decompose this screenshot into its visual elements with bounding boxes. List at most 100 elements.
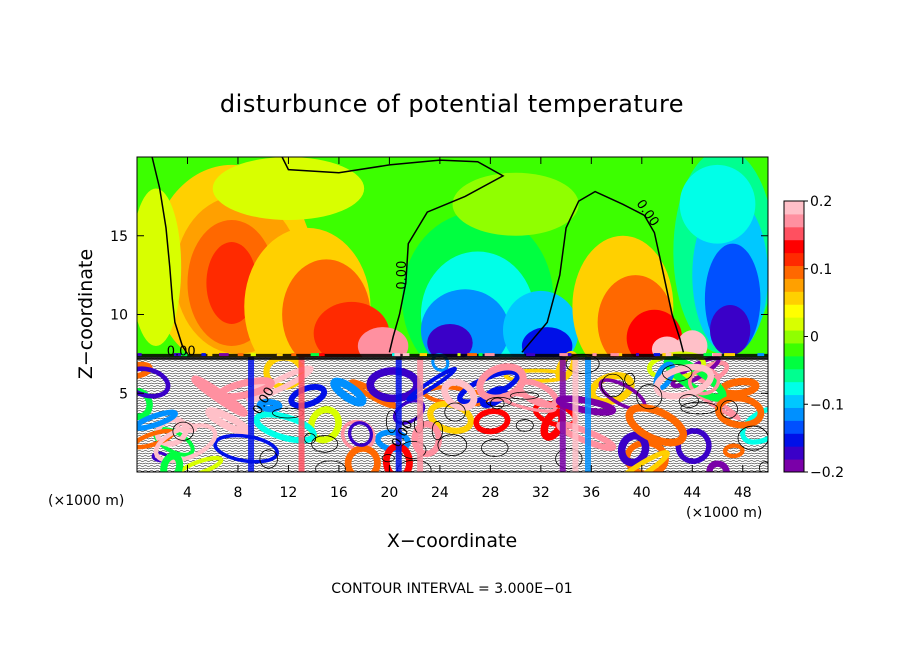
- turbulent-eddy: [307, 406, 342, 444]
- eddy-contour: [259, 449, 278, 469]
- colorbar-swatch: [784, 317, 804, 331]
- colorbar-swatch: [784, 446, 804, 460]
- x-unit-left: (×1000 m): [48, 493, 124, 509]
- field-patch: [709, 305, 751, 356]
- interface-patch: [559, 353, 568, 357]
- interface-patch: [218, 353, 229, 357]
- x-tick-label: 24: [431, 485, 449, 501]
- colorbar-swatch: [784, 342, 804, 357]
- x-axis: 4 8 12 16 20 24 28 32 36 40 44 48: [183, 157, 752, 501]
- turbulent-eddy: [153, 423, 218, 464]
- eddy-contour: [444, 402, 466, 422]
- eddy-contour: [720, 400, 738, 419]
- interface-band: [137, 353, 768, 360]
- turbulent-eddy: [137, 366, 171, 399]
- turbulent-eddy: [740, 406, 768, 445]
- colorbar-swatch: [784, 252, 804, 267]
- interface-patch: [484, 353, 495, 357]
- interface-patch: [394, 353, 401, 357]
- turbulent-eddy: [330, 377, 367, 407]
- interface-patch: [616, 353, 623, 357]
- eddy-contour: [437, 434, 468, 456]
- y-tick-label: 15: [110, 229, 128, 245]
- colorbar-swatch: [784, 226, 804, 241]
- colorbar-tick-label: 0: [810, 330, 819, 346]
- plot-area: [137, 157, 768, 472]
- contour-label: 0.00: [395, 261, 410, 290]
- turbulent-eddy: [473, 408, 511, 435]
- eddy-contour: [680, 401, 719, 415]
- interface-patch: [419, 353, 427, 357]
- x-tick-label: 44: [683, 485, 701, 501]
- plume-column: [395, 357, 402, 472]
- interface-patch: [207, 353, 213, 357]
- interface-patch: [478, 353, 483, 357]
- eddy-contour: [624, 372, 636, 386]
- colorbar-swatch: [784, 459, 804, 473]
- colorbar-swatch: [784, 355, 804, 370]
- colorbar-swatch: [784, 407, 804, 421]
- x-tick-label: 8: [233, 485, 242, 501]
- turbulent-eddy: [137, 388, 153, 420]
- interface-patch: [665, 353, 672, 357]
- eddy-contour: [381, 454, 395, 463]
- eddy-contour: [510, 391, 540, 400]
- eddy-contour: [311, 435, 339, 453]
- x-tick-label: 16: [330, 485, 348, 501]
- y-tick-label: 5: [119, 386, 128, 402]
- turbulent-eddy: [256, 398, 283, 413]
- eddy-contour: [315, 460, 346, 472]
- interface-patch: [201, 353, 206, 357]
- interface-patch: [724, 353, 736, 357]
- turbulent-eddy: [205, 407, 251, 436]
- colorbar-swatch: [784, 433, 804, 447]
- lower-turbulent-layer: [137, 351, 768, 472]
- interface-patch: [137, 353, 142, 357]
- field-patch: [212, 157, 365, 220]
- colorbar-swatch: [784, 420, 804, 434]
- x-tick-label: 48: [734, 485, 752, 501]
- turbulent-eddy: [253, 411, 317, 444]
- interface-patch: [592, 353, 597, 357]
- colorbar-swatch: [784, 291, 804, 305]
- zero-contours: [151, 157, 685, 355]
- turbulent-eddy: [137, 409, 178, 431]
- y-axis-label: Z−coordinate: [75, 249, 97, 379]
- turbulent-eddy: [476, 363, 527, 402]
- interface-patch: [291, 353, 297, 357]
- colorbar-swatch: [784, 239, 804, 254]
- interface-patch: [635, 353, 640, 357]
- interface-patch: [457, 353, 461, 357]
- plume-column: [572, 357, 579, 472]
- interface-patch: [610, 353, 619, 357]
- colorbar: 0.2 0.1 0 −0.1 −0.2: [783, 194, 844, 481]
- contour-interval-note: CONTOUR INTERVAL = 3.000E−01: [331, 581, 572, 597]
- turbulent-eddy: [177, 455, 224, 472]
- interface-patch: [703, 353, 715, 357]
- interface-patch: [318, 353, 325, 357]
- turbulent-eddy: [706, 460, 730, 472]
- x-tick-label: 36: [582, 485, 600, 501]
- zero-contour-line: [521, 190, 685, 353]
- colorbar-swatch: [784, 278, 804, 292]
- interface-patch: [712, 353, 722, 357]
- plume-column: [559, 357, 566, 472]
- interface-patch: [310, 353, 320, 357]
- upper-field: [137, 157, 768, 386]
- turbulent-eddy: [347, 421, 374, 447]
- eddy-contour: [636, 384, 663, 410]
- y-tick-label: 10: [110, 308, 128, 324]
- interface-patch: [402, 353, 410, 357]
- turbulent-eddy: [406, 366, 458, 402]
- colorbar-swatch: [784, 394, 804, 408]
- zero-contour-line: [151, 157, 189, 355]
- colorbar-swatch: [784, 213, 804, 228]
- interface-patch: [179, 353, 188, 357]
- turbulent-eddy: [344, 445, 381, 472]
- turbulent-eddy: [288, 383, 328, 409]
- interface-patch: [250, 353, 256, 357]
- colorbar-tick-label: −0.2: [810, 465, 844, 481]
- eddy-contour: [737, 425, 768, 451]
- colorbar-swatch: [784, 304, 804, 318]
- colorbar-swatch: [784, 265, 804, 279]
